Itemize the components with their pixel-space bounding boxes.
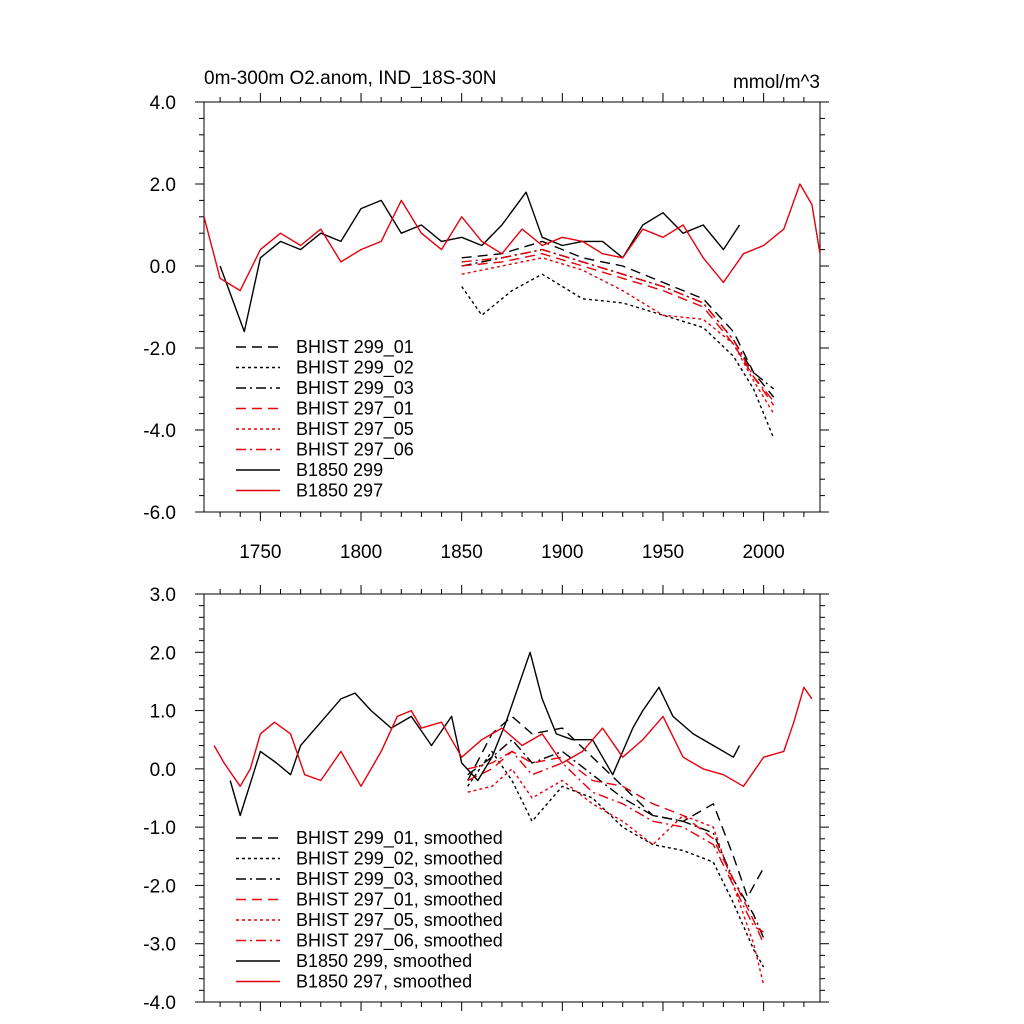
- series-line: [461, 248, 775, 390]
- chart-title: 0m-300m O2.anom, IND_18S-30N: [204, 68, 497, 89]
- series-line: [229, 651, 741, 817]
- series-group: [204, 183, 820, 439]
- series-group: [213, 651, 813, 985]
- y-tick-label: -4.0: [143, 421, 176, 442]
- series-line: [213, 686, 813, 787]
- legend-label: BHIST 299_03: [296, 378, 414, 399]
- legend-label: BHIST 299_03, smoothed: [296, 869, 503, 890]
- legend-label: BHIST 297_06, smoothed: [296, 931, 503, 952]
- x-tick-label: 1950: [642, 542, 684, 563]
- legend-label: BHIST 297_05: [296, 419, 414, 440]
- y-tick-label: 1.0: [150, 702, 176, 723]
- series-line: [219, 191, 741, 333]
- series-line: [467, 750, 764, 933]
- x-tick-label: 1900: [541, 542, 583, 563]
- x-tick-label: 1800: [340, 542, 382, 563]
- plot-frame: [203, 101, 821, 513]
- top-panel: 0m-300m O2.anom, IND_18S-30N mmol/m^3 -6…: [143, 68, 829, 563]
- legend-label: B1850 297, smoothed: [296, 972, 472, 992]
- legend-label: B1850 299: [296, 460, 383, 480]
- y-tick-label: -2.0: [143, 876, 176, 897]
- legend-label: BHIST 297_06: [296, 440, 414, 461]
- y-tick-label: 0.0: [150, 760, 176, 781]
- legend-label: BHIST 299_01: [296, 337, 414, 358]
- x-tick-label: 1850: [441, 542, 483, 563]
- legend-label: B1850 297: [296, 481, 383, 501]
- x-tick-label: 1750: [239, 542, 281, 563]
- series-line: [467, 750, 765, 968]
- legend-label: BHIST 299_01, smoothed: [296, 828, 503, 849]
- legend-label: BHIST 297_01, smoothed: [296, 890, 503, 911]
- bottom-panel: -4.0 -3.0 -2.0 -1.0 0.0 1.0 2.0 3.0 BHIST 299_01…: [143, 585, 829, 1014]
- y-tick-label: -2.0: [143, 339, 176, 360]
- legend-label: BHIST 299_02: [296, 358, 414, 379]
- units-label: mmol/m^3: [733, 72, 820, 93]
- series-line: [467, 715, 765, 898]
- plot-frame: [203, 593, 821, 1003]
- series-line: [461, 273, 775, 439]
- series-line: [204, 183, 820, 292]
- y-tick-label: -6.0: [143, 503, 176, 524]
- tick-marks: [195, 585, 829, 1011]
- tick-marks: [195, 93, 829, 521]
- legend-label: BHIST 297_01: [296, 399, 414, 420]
- series-line: [461, 257, 775, 414]
- legend-label: BHIST 297_05, smoothed: [296, 910, 503, 931]
- legend-label: B1850 299, smoothed: [296, 951, 472, 971]
- y-tick-label: 4.0: [150, 93, 176, 114]
- series-line: [461, 240, 775, 398]
- x-tick-label: 2000: [742, 542, 784, 563]
- y-tick-label: -4.0: [143, 993, 176, 1014]
- y-tick-label: -1.0: [143, 818, 176, 839]
- y-tick-label: 2.0: [150, 643, 176, 664]
- series-line: [461, 248, 775, 402]
- y-tick-label: 3.0: [150, 585, 176, 606]
- y-tick-label: 2.0: [150, 175, 176, 196]
- y-tick-label: -3.0: [143, 935, 176, 956]
- y-tick-label: 0.0: [150, 257, 176, 278]
- legend-label: BHIST 299_02, smoothed: [296, 849, 503, 870]
- series-line: [467, 768, 765, 985]
